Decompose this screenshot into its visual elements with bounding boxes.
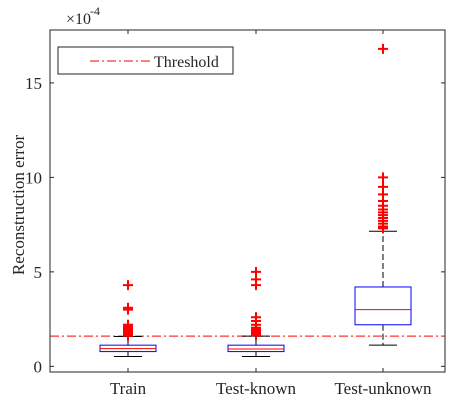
box-iqr: [354, 286, 412, 326]
box-train: [99, 280, 157, 358]
x-tick-label: Train: [110, 379, 147, 398]
legend-threshold-label: Threshold: [154, 54, 219, 71]
outlier-marker: [378, 43, 388, 54]
outlier-marker: [123, 280, 133, 291]
outlier-marker: [251, 266, 261, 277]
y-tick-label: 0: [34, 357, 43, 376]
y-axis-exponent: ×10 -4: [66, 4, 100, 28]
legend: Threshold: [57, 46, 234, 75]
box-iqr: [227, 344, 285, 353]
box-test-known: [227, 266, 285, 358]
box-test-unknown: [354, 43, 412, 346]
y-exponent-power: -4: [90, 4, 100, 18]
y-tick-label: 15: [25, 74, 42, 93]
y-tick-label: 10: [25, 168, 42, 187]
y-axis-label: Reconstruction error: [9, 135, 28, 276]
outlier-marker: [251, 312, 261, 323]
plot-frame: [49, 29, 446, 373]
x-tick-label: Test-unknown: [334, 379, 432, 398]
outlier-marker: [378, 181, 388, 192]
outlier-marker: [123, 319, 133, 330]
outlier-marker: [123, 302, 133, 313]
x-tick-label: Test-known: [216, 379, 297, 398]
y-exponent-base: ×10: [66, 11, 91, 28]
y-tick-label: 5: [34, 263, 43, 282]
outlier-marker: [378, 172, 388, 183]
